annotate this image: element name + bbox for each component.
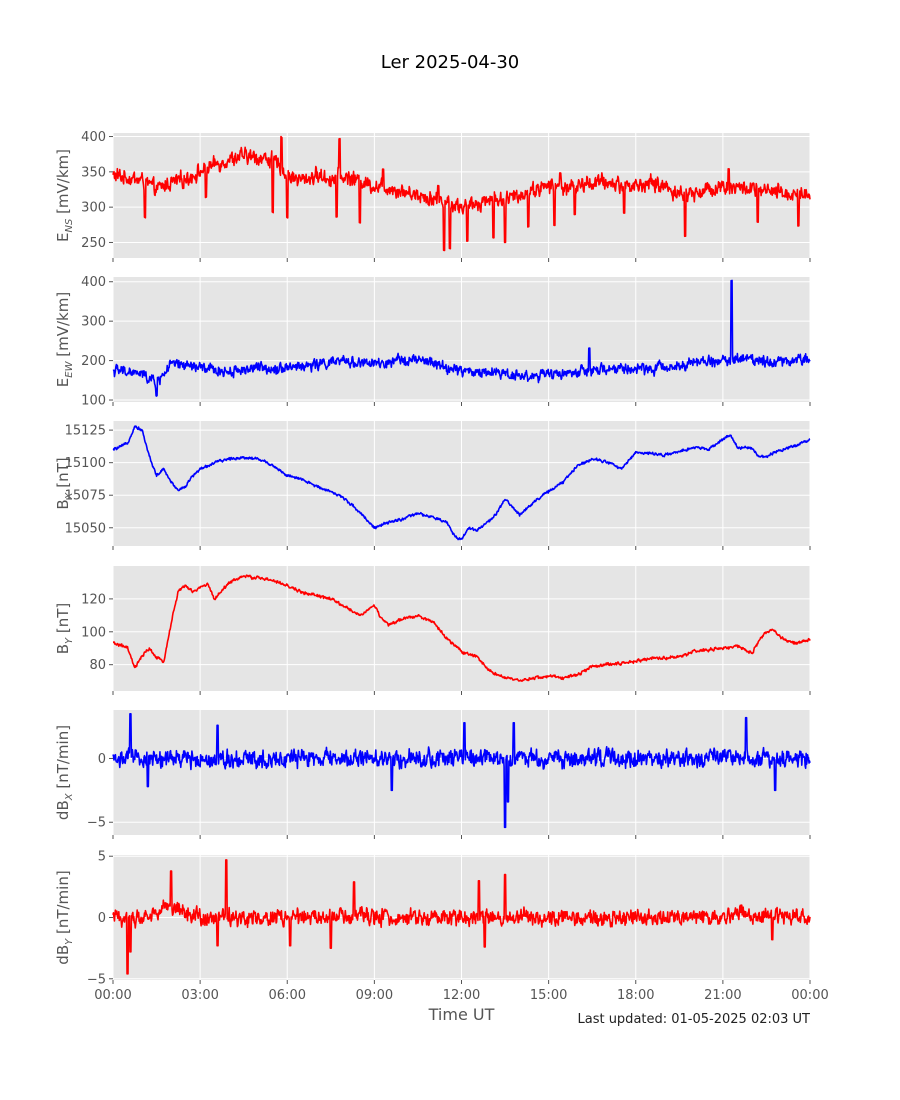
y-tick-label: 80	[89, 658, 106, 673]
y-tick-label: 200	[81, 354, 106, 369]
panel-bx: 15050 15075 15100 15125 BX [nT]	[54, 421, 811, 550]
y-axis-label-ens: ENS [mV/km]	[54, 149, 75, 242]
y-tick-label: −5	[87, 816, 106, 831]
y-tick-label: 15075	[65, 489, 106, 504]
y-tick-label: 120	[81, 592, 106, 607]
x-tick-label: 12:00	[443, 988, 480, 1003]
last-updated-note: Last updated: 01-05-2025 02:03 UT	[577, 1012, 810, 1027]
y-tick-label: 0	[98, 752, 106, 767]
y-tick-label: 15125	[65, 424, 106, 439]
x-tick-label: 18:00	[617, 988, 654, 1003]
y-axis-label-by: BY [nT]	[54, 603, 75, 655]
panel-dby: −5 0 5 00:00 03:00 06:00 09:00 12:00 15:00 18:00 2…	[54, 850, 829, 1003]
series-line-ens	[112, 135, 811, 252]
series-line-eew	[112, 279, 811, 397]
y-tick-label: 400	[81, 275, 106, 290]
series-line-dby	[112, 859, 811, 975]
y-tick-label: 100	[81, 394, 106, 409]
x-tick-label: 09:00	[356, 988, 393, 1003]
y-tick-label: −5	[87, 972, 106, 987]
x-tick-label: 00:00	[94, 988, 131, 1003]
panel-eew: 100 200 300 400 EEW [mV/km]	[54, 275, 811, 409]
y-axis-label-eew: EEW [mV/km]	[54, 292, 75, 387]
panel-ens: 250 300 350 400 ENS [mV/km]	[54, 130, 811, 262]
y-tick-label: 0	[98, 911, 106, 926]
x-tick-label: 03:00	[181, 988, 218, 1003]
series-line-by	[112, 574, 811, 683]
y-axis-label-dbx: dBX [nT/min]	[54, 725, 75, 820]
x-tick-label: 00:00	[791, 988, 828, 1003]
series-line-dbx	[112, 713, 811, 829]
y-tick-label: 300	[81, 201, 106, 216]
x-axis-label: Time UT	[428, 1005, 495, 1024]
y-tick-label: 100	[81, 625, 106, 640]
y-tick-label: 15100	[65, 456, 106, 471]
y-tick-label: 15050	[65, 521, 106, 536]
y-axis-label-dby: dBY [nT/min]	[54, 870, 75, 964]
x-tick-label: 15:00	[530, 988, 567, 1003]
y-tick-label: 5	[98, 850, 106, 865]
y-tick-label: 350	[81, 165, 106, 180]
y-axis-label-bx: BX [nT]	[54, 457, 75, 509]
y-tick-label: 400	[81, 130, 106, 145]
panel-by: 80 100 120 BY [nT]	[54, 566, 811, 695]
series-line-bx	[112, 425, 811, 541]
panel-dbx: −5 0 dBX [nT/min]	[54, 710, 811, 839]
x-tick-label: 06:00	[269, 988, 306, 1003]
x-tick-label: 21:00	[704, 988, 741, 1003]
y-tick-label: 300	[81, 315, 106, 330]
y-tick-label: 250	[81, 236, 106, 251]
figure-title: Ler 2025-04-30	[380, 52, 520, 73]
